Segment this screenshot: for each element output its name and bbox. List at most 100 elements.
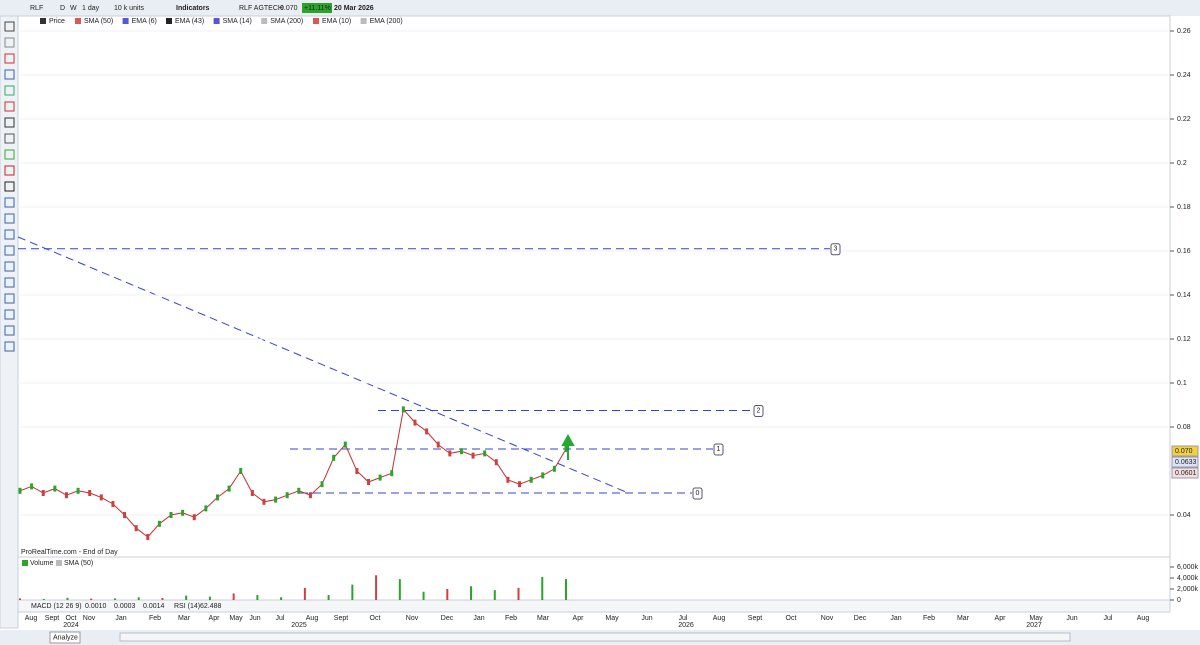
tool-icon[interactable] xyxy=(4,261,15,272)
price-candle xyxy=(541,472,545,479)
level-label: 3 xyxy=(834,246,838,253)
price-tick-label: 0.2 xyxy=(1177,160,1187,167)
legend-entry[interactable]: Price xyxy=(49,18,65,25)
legend-entry[interactable]: SMA (50) xyxy=(84,18,113,25)
month-label: May xyxy=(1029,615,1043,622)
tool-icon[interactable] xyxy=(4,277,15,288)
tool-icon[interactable] xyxy=(4,21,15,32)
price-candle xyxy=(99,494,103,501)
tool-icon[interactable] xyxy=(4,181,15,192)
month-label: Aug xyxy=(713,615,726,622)
price-candle xyxy=(448,450,452,457)
tool-icon[interactable] xyxy=(4,101,15,112)
price-candle xyxy=(297,487,301,494)
tool-icon[interactable] xyxy=(4,309,15,320)
tool-icon[interactable] xyxy=(4,69,15,80)
tool-icon[interactable] xyxy=(4,197,15,208)
level-label: 0 xyxy=(696,490,700,497)
volume-bar xyxy=(541,576,544,600)
tool-icon[interactable] xyxy=(4,117,15,128)
change-badge xyxy=(302,3,332,13)
toolbar-period_w[interactable]: W xyxy=(70,5,77,12)
price-candle xyxy=(529,476,533,483)
tool-icon[interactable] xyxy=(4,213,15,224)
volume-bar xyxy=(446,589,449,600)
macd-value: 0.0014 xyxy=(143,603,165,610)
volume-legend[interactable]: Volume xyxy=(30,560,53,567)
tool-icon[interactable] xyxy=(4,37,15,48)
volume-bar xyxy=(327,595,330,600)
legend-entry[interactable]: SMA (14) xyxy=(223,18,252,25)
price-candle xyxy=(192,514,196,521)
legend-entry[interactable]: EMA (200) xyxy=(370,18,403,25)
month-label: Feb xyxy=(149,615,161,622)
month-label: Mar xyxy=(537,615,550,622)
price-candle xyxy=(274,496,278,503)
volume-legend[interactable]: SMA (50) xyxy=(64,560,93,567)
toolbar-interval[interactable]: 1 day xyxy=(82,5,100,12)
toolbar-period_d[interactable]: D xyxy=(60,5,65,12)
legend-entry[interactable]: EMA (10) xyxy=(322,18,351,25)
price-candle xyxy=(18,487,22,494)
month-label: Jan xyxy=(890,615,901,622)
volume-legend-swatch xyxy=(56,560,62,566)
legend-entry[interactable]: EMA (6) xyxy=(132,18,157,25)
price-candle xyxy=(169,512,173,518)
tool-icon[interactable] xyxy=(4,293,15,304)
legend-entry[interactable]: EMA (43) xyxy=(175,18,204,25)
tool-icon[interactable] xyxy=(4,245,15,256)
price-candle xyxy=(413,419,417,426)
macd-value: 0.0003 xyxy=(114,603,136,610)
month-label: Jun xyxy=(249,615,260,622)
month-label: Jan xyxy=(115,615,126,622)
tool-icon[interactable] xyxy=(4,229,15,240)
month-label: Feb xyxy=(923,615,935,622)
legend-entry[interactable]: SMA (200) xyxy=(270,18,303,25)
price-candle xyxy=(320,481,324,488)
month-label: Jul xyxy=(679,615,688,622)
year-label: 2026 xyxy=(678,622,694,629)
volume-bar xyxy=(493,590,496,600)
tool-column xyxy=(0,15,19,629)
toolbar-change: +11.11% xyxy=(304,5,331,12)
tool-icon[interactable] xyxy=(4,325,15,336)
volume-bar xyxy=(422,591,425,600)
tool-icon[interactable] xyxy=(4,165,15,176)
analyze-button[interactable] xyxy=(49,631,81,644)
tool-icon[interactable] xyxy=(4,85,15,96)
month-label: Jun xyxy=(1066,615,1077,622)
tool-icon[interactable] xyxy=(4,341,15,352)
rsi-label[interactable]: RSI (14) xyxy=(174,603,200,610)
toolbar-units[interactable]: 10 k units xyxy=(114,5,144,12)
price-candle xyxy=(76,487,80,494)
scrollbar[interactable] xyxy=(119,632,1071,642)
month-label: Nov xyxy=(83,615,96,622)
price-candle xyxy=(390,470,394,477)
volume-bar xyxy=(375,575,378,600)
tool-icon[interactable] xyxy=(4,133,15,144)
toolbar-indicators[interactable]: Indicators xyxy=(176,5,210,12)
volume-tick-label: 6,000k xyxy=(1177,564,1199,571)
price-tick-label: 0.24 xyxy=(1177,72,1191,79)
tool-icon[interactable] xyxy=(4,53,15,64)
volume-legend-swatch xyxy=(22,560,28,566)
price-candle xyxy=(227,485,231,492)
price-candle xyxy=(494,459,498,466)
price-candle xyxy=(134,525,138,532)
month-label: Aug xyxy=(25,615,38,622)
price-line xyxy=(19,408,567,538)
price-candle xyxy=(378,474,382,481)
legend-swatch xyxy=(213,18,220,24)
month-label: Oct xyxy=(786,615,797,622)
analyze-label[interactable]: Analyze xyxy=(53,634,78,641)
price-candle xyxy=(355,468,359,474)
volume-bar xyxy=(280,597,283,600)
price-candle xyxy=(262,498,266,505)
year-label: 2027 xyxy=(1026,622,1042,629)
macd-label[interactable]: MACD (12 26 9) xyxy=(31,603,82,610)
toolbar-ticker[interactable]: RLF xyxy=(30,5,43,12)
price-tick-label: 0.26 xyxy=(1177,28,1191,35)
tool-icon[interactable] xyxy=(4,149,15,160)
month-label: Dec xyxy=(854,615,867,622)
price-tick-label: 0.16 xyxy=(1177,248,1191,255)
